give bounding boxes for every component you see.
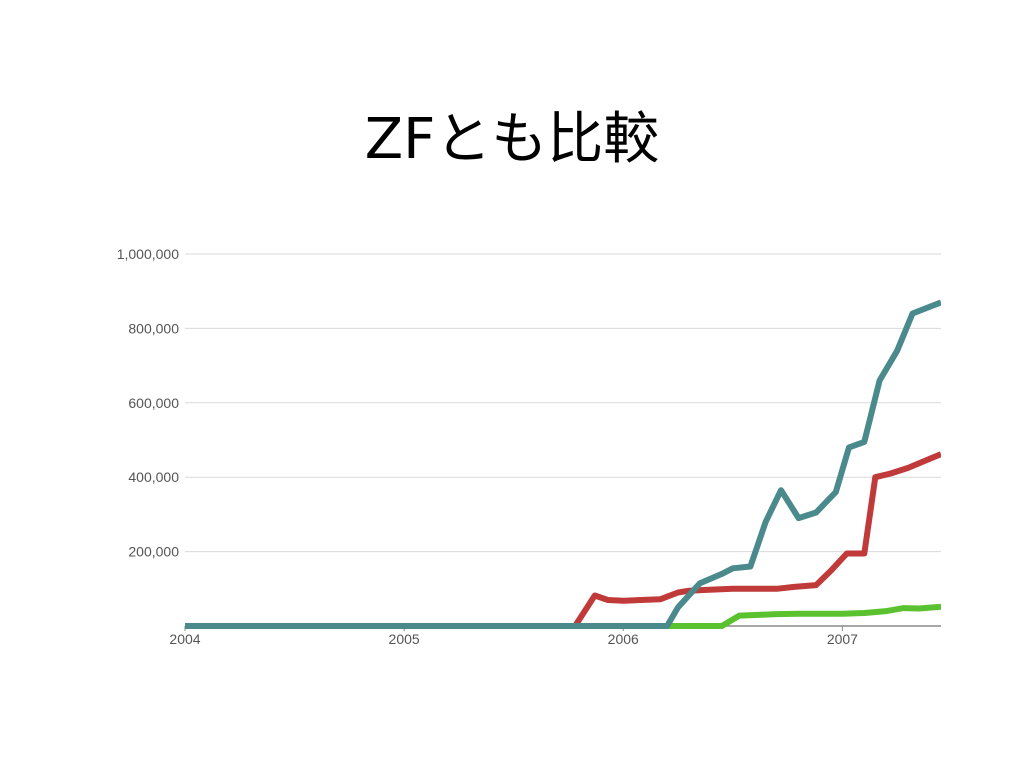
series-line-1 — [185, 603, 941, 629]
y-tick-label: 400,000 — [128, 469, 179, 485]
series-line-3 — [185, 299, 941, 629]
grid-layer — [185, 253, 941, 553]
y-tick-label: 1,000,000 — [117, 246, 179, 262]
y-tick-label: 600,000 — [128, 395, 179, 411]
series-layer — [185, 299, 941, 629]
chart-svg: 200,000 400,000 600,000 800,000 1,000,000 200… — [117, 246, 941, 647]
series-line-2 — [185, 451, 941, 629]
x-tick-label: 2007 — [827, 631, 858, 647]
y-tick-label: 800,000 — [128, 320, 179, 336]
x-tick-label: 2006 — [608, 631, 639, 647]
slide-title: ZFとも比較 — [364, 107, 660, 172]
x-tick-label: 2004 — [169, 631, 200, 647]
x-tick-label: 2005 — [389, 631, 420, 647]
line-chart: 200,000 400,000 600,000 800,000 1,000,000 200… — [80, 236, 941, 656]
tick-label-layer: 200,000 400,000 600,000 800,000 1,000,000 200… — [117, 246, 858, 647]
y-tick-label: 200,000 — [128, 544, 179, 560]
